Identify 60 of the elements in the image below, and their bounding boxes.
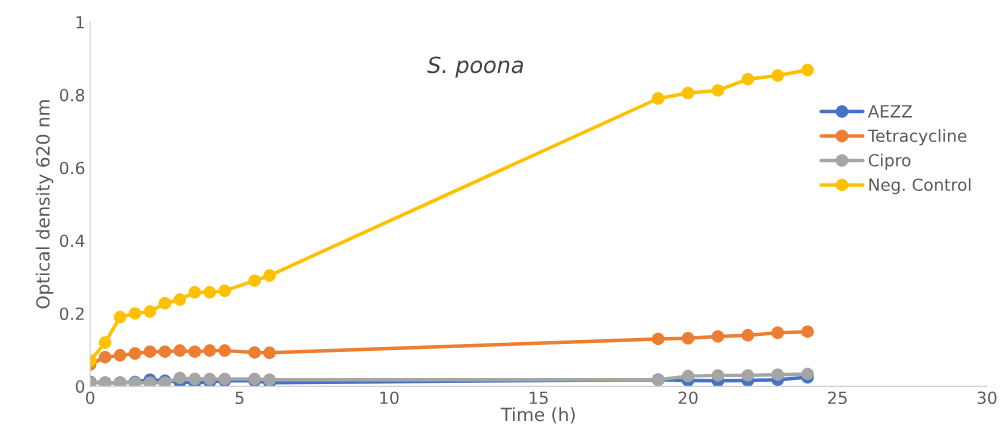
point (188, 372, 202, 386)
x-tick-label: 5 (235, 391, 244, 405)
legend-label: Neg. Control (869, 178, 971, 195)
point (263, 346, 276, 360)
point (173, 293, 187, 306)
point (143, 305, 157, 318)
point (801, 63, 814, 77)
point (143, 345, 157, 358)
point (741, 72, 755, 86)
point (741, 369, 755, 382)
point (203, 344, 216, 357)
y-tick-label: 0.4 (59, 234, 85, 248)
y-tick-label: 0.2 (59, 307, 84, 321)
point (203, 286, 216, 299)
legend-label: AEZZ (867, 105, 912, 118)
point (173, 344, 187, 357)
point (263, 269, 276, 282)
point (113, 310, 127, 324)
x-tick-label: 25 (828, 391, 847, 405)
point (98, 336, 112, 349)
point (218, 344, 231, 357)
point (128, 307, 142, 320)
point (771, 326, 784, 340)
y-tick-label: 0.8 (59, 88, 85, 102)
point (681, 331, 695, 345)
point (113, 349, 127, 362)
point (711, 369, 725, 382)
point (158, 296, 172, 310)
y-tick-label: 0 (75, 380, 85, 393)
point (188, 286, 202, 299)
point (771, 368, 784, 381)
x-tick-label: 15 (529, 391, 548, 405)
point (248, 274, 261, 287)
point (248, 346, 261, 359)
point (651, 92, 665, 105)
y-tick-label: 0.6 (59, 161, 85, 175)
point (218, 284, 231, 298)
point (801, 325, 814, 338)
y-axis-title: Optical density 620 nm (35, 100, 54, 309)
legend-label: Tetracycline (867, 129, 967, 146)
point (681, 369, 695, 383)
point (188, 345, 202, 358)
point (651, 332, 665, 346)
point (711, 84, 725, 97)
x-tick-label: 0 (85, 391, 95, 405)
x-tick-label: 10 (380, 391, 399, 405)
y-tick-label: 1 (76, 16, 84, 29)
point (158, 345, 172, 358)
x-tick-label: 20 (678, 391, 698, 405)
legend-label: Cipro (868, 153, 911, 170)
point (771, 69, 784, 82)
x-tick-label: 30 (977, 391, 997, 405)
text: S. poona (427, 56, 523, 78)
point (711, 330, 725, 343)
x-axis-title: Time (h) (500, 407, 575, 424)
point (681, 86, 695, 100)
point (128, 347, 142, 360)
point (741, 329, 755, 342)
point (98, 350, 112, 364)
point (173, 371, 187, 385)
